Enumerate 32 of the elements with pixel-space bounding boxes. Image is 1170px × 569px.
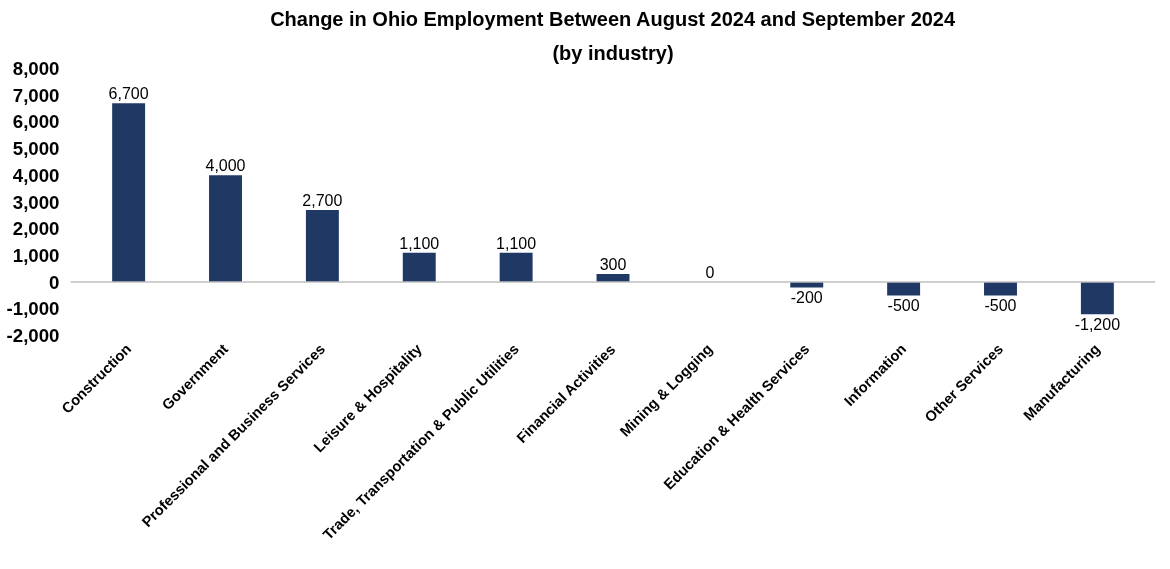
bar [402,252,436,283]
data-label: -500 [984,297,1017,315]
bar [1080,282,1114,315]
data-label: 1,100 [399,234,440,252]
y-tick-label: 6,000 [12,111,60,133]
data-label: 300 [599,256,627,274]
bar [984,282,1017,296]
y-tick-label: 8,000 [12,58,60,79]
y-tick-label: 5,000 [12,138,60,160]
data-label: 4,000 [205,157,246,175]
chart-title: Change in Ohio Employment Between August 2024 and September 2024 [270,7,956,30]
bar [499,252,533,283]
bar [209,175,242,283]
y-tick-label: -2,000 [6,325,60,346]
data-label: 1,100 [496,234,537,252]
y-tick-label: -1,000 [6,298,60,320]
data-label: 0 [705,264,715,282]
y-tick-label: 2,000 [12,218,60,240]
data-label: 2,700 [302,192,343,210]
y-tick-label: 0 [49,271,60,293]
data-label: -200 [790,289,823,307]
y-tick-label: 1,000 [12,244,60,266]
data-label: -500 [887,297,920,315]
y-tick-label: 4,000 [12,164,60,186]
data-label: -1,200 [1074,316,1121,334]
data-label: 6,700 [108,85,149,103]
bar [305,210,339,283]
y-tick-label: 3,000 [12,191,60,213]
bar [887,282,921,296]
chart-subtitle: (by industry) [552,41,674,64]
bar [112,103,146,283]
y-tick-label: 7,000 [12,84,60,106]
